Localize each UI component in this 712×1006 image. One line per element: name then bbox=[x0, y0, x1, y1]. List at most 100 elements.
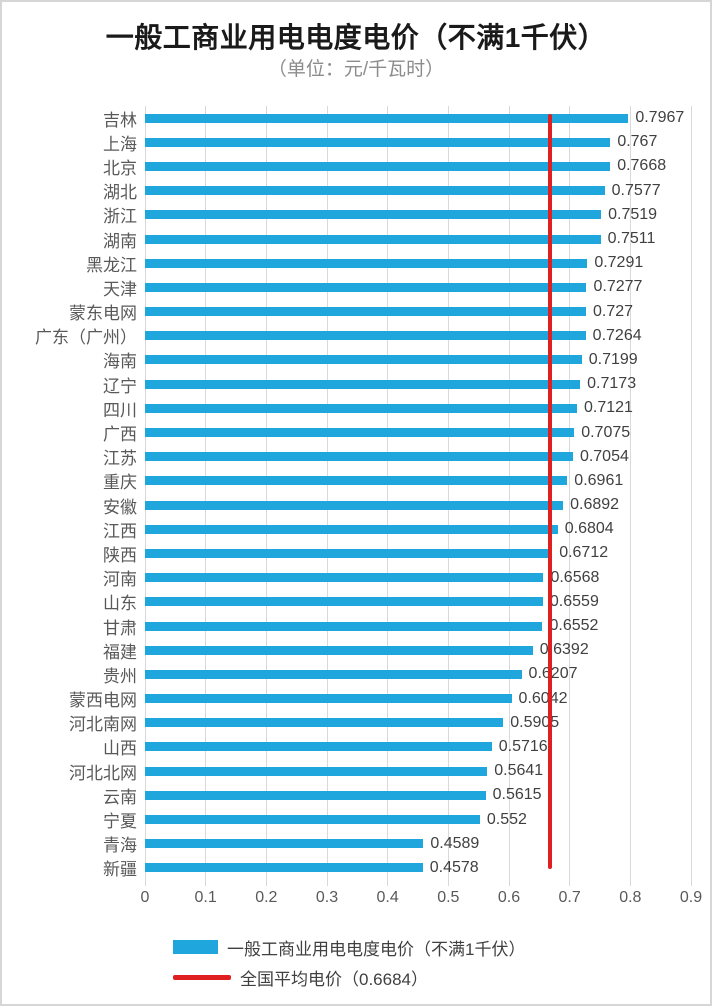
category-label: 青海 bbox=[103, 836, 137, 856]
bar bbox=[145, 161, 611, 171]
bar bbox=[145, 790, 486, 800]
gridline bbox=[447, 106, 449, 886]
value-label: 0.5716 bbox=[498, 737, 548, 755]
bar bbox=[145, 766, 488, 776]
value-label: 0.6552 bbox=[549, 617, 599, 635]
category-label: 四川 bbox=[103, 400, 137, 420]
bar bbox=[145, 186, 605, 196]
category-label: 重庆 bbox=[103, 473, 137, 493]
category-label: 广西 bbox=[103, 425, 137, 445]
bar bbox=[145, 863, 423, 873]
bar bbox=[145, 379, 581, 389]
category-label: 山东 bbox=[103, 594, 137, 614]
legend-entry-average-line: 全国平均电价（0.6684） bbox=[173, 962, 525, 992]
category-label: 广东（广州） bbox=[35, 328, 137, 348]
value-label: 0.7577 bbox=[611, 181, 661, 199]
value-label: 0.7121 bbox=[584, 399, 633, 417]
bar bbox=[145, 137, 611, 147]
category-label: 江苏 bbox=[103, 449, 137, 469]
value-label: 0.6804 bbox=[564, 520, 614, 538]
bar bbox=[145, 742, 492, 752]
bar bbox=[145, 500, 564, 510]
x-tick-label: 0.2 bbox=[255, 889, 278, 906]
bar bbox=[145, 258, 588, 268]
category-label: 北京 bbox=[103, 158, 137, 178]
category-label: 贵州 bbox=[103, 666, 137, 686]
category-label: 河南 bbox=[103, 570, 137, 590]
category-label: 湖北 bbox=[103, 183, 137, 203]
value-label: 0.552 bbox=[486, 810, 527, 828]
category-label: 蒙东电网 bbox=[69, 304, 137, 324]
bar bbox=[145, 718, 504, 728]
x-tick-label: 0.1 bbox=[194, 889, 217, 906]
gridline bbox=[205, 106, 207, 886]
category-label: 蒙西电网 bbox=[69, 691, 137, 711]
x-tick-label: 0.9 bbox=[679, 889, 703, 906]
bar bbox=[145, 524, 558, 534]
gridline bbox=[508, 106, 510, 886]
category-label: 云南 bbox=[103, 787, 137, 807]
value-label: 0.767 bbox=[617, 133, 658, 151]
category-label: 福建 bbox=[103, 642, 137, 662]
value-label: 0.7277 bbox=[593, 278, 643, 296]
category-label: 山西 bbox=[103, 739, 137, 759]
value-label: 0.4578 bbox=[429, 858, 479, 876]
value-label: 0.7291 bbox=[594, 254, 644, 272]
value-label: 0.7668 bbox=[617, 157, 667, 175]
legend-label-average-line: 全国平均电价（0.6684） bbox=[240, 969, 428, 989]
category-label: 新疆 bbox=[103, 860, 137, 880]
category-label: 浙江 bbox=[103, 207, 137, 227]
x-tick-label: 0 bbox=[140, 889, 150, 906]
category-label: 辽宁 bbox=[103, 376, 137, 396]
category-label: 河北北网 bbox=[69, 763, 137, 783]
value-label: 0.7054 bbox=[579, 447, 629, 465]
bar bbox=[145, 621, 543, 631]
bar bbox=[145, 355, 582, 365]
x-tick-label: 0.8 bbox=[619, 889, 642, 906]
legend: 一般工商业用电电度电价（不满1千伏） 全国平均电价（0.6684） bbox=[173, 932, 525, 992]
bar bbox=[145, 815, 480, 825]
value-label: 0.6892 bbox=[570, 496, 620, 514]
value-label: 0.6961 bbox=[574, 471, 624, 489]
value-label: 0.7519 bbox=[608, 205, 658, 223]
bar bbox=[145, 694, 512, 704]
x-tick-label: 0.6 bbox=[497, 889, 521, 906]
category-label: 湖南 bbox=[103, 231, 137, 251]
value-label: 0.6712 bbox=[559, 544, 609, 562]
value-label: 0.7967 bbox=[635, 109, 685, 127]
value-label: 0.5641 bbox=[494, 762, 544, 780]
value-label: 0.6392 bbox=[539, 641, 589, 659]
bar-series-swatch bbox=[173, 940, 218, 954]
average-line bbox=[548, 114, 553, 869]
category-label: 安徽 bbox=[103, 497, 137, 517]
bar bbox=[145, 331, 586, 341]
category-label: 甘肃 bbox=[103, 618, 137, 638]
value-label: 0.7511 bbox=[607, 230, 656, 248]
bar bbox=[145, 839, 424, 849]
bar bbox=[145, 645, 533, 655]
gridline bbox=[690, 106, 692, 886]
chart-subtitle: （单位：元/千瓦时） bbox=[267, 59, 445, 80]
value-label: 0.4589 bbox=[430, 834, 480, 852]
bar bbox=[145, 452, 573, 462]
legend-entry-bars: 一般工商业用电电度电价（不满1千伏） bbox=[173, 932, 525, 962]
value-label: 0.727 bbox=[593, 302, 634, 320]
value-label: 0.7264 bbox=[592, 326, 642, 344]
bar bbox=[145, 476, 568, 486]
category-label: 宁夏 bbox=[103, 812, 137, 832]
category-label: 上海 bbox=[103, 134, 137, 154]
bar bbox=[145, 210, 602, 220]
bar bbox=[145, 234, 601, 244]
x-tick-label: 0.5 bbox=[437, 889, 460, 906]
bar bbox=[145, 573, 544, 583]
category-label: 江西 bbox=[103, 521, 137, 541]
category-label: 陕西 bbox=[103, 545, 137, 565]
category-label: 河北南网 bbox=[69, 715, 137, 735]
value-label: 0.7173 bbox=[587, 375, 637, 393]
x-tick-label: 0.4 bbox=[376, 889, 399, 906]
category-label: 黑龙江 bbox=[86, 255, 137, 275]
bar bbox=[145, 428, 575, 438]
bar bbox=[145, 669, 522, 679]
